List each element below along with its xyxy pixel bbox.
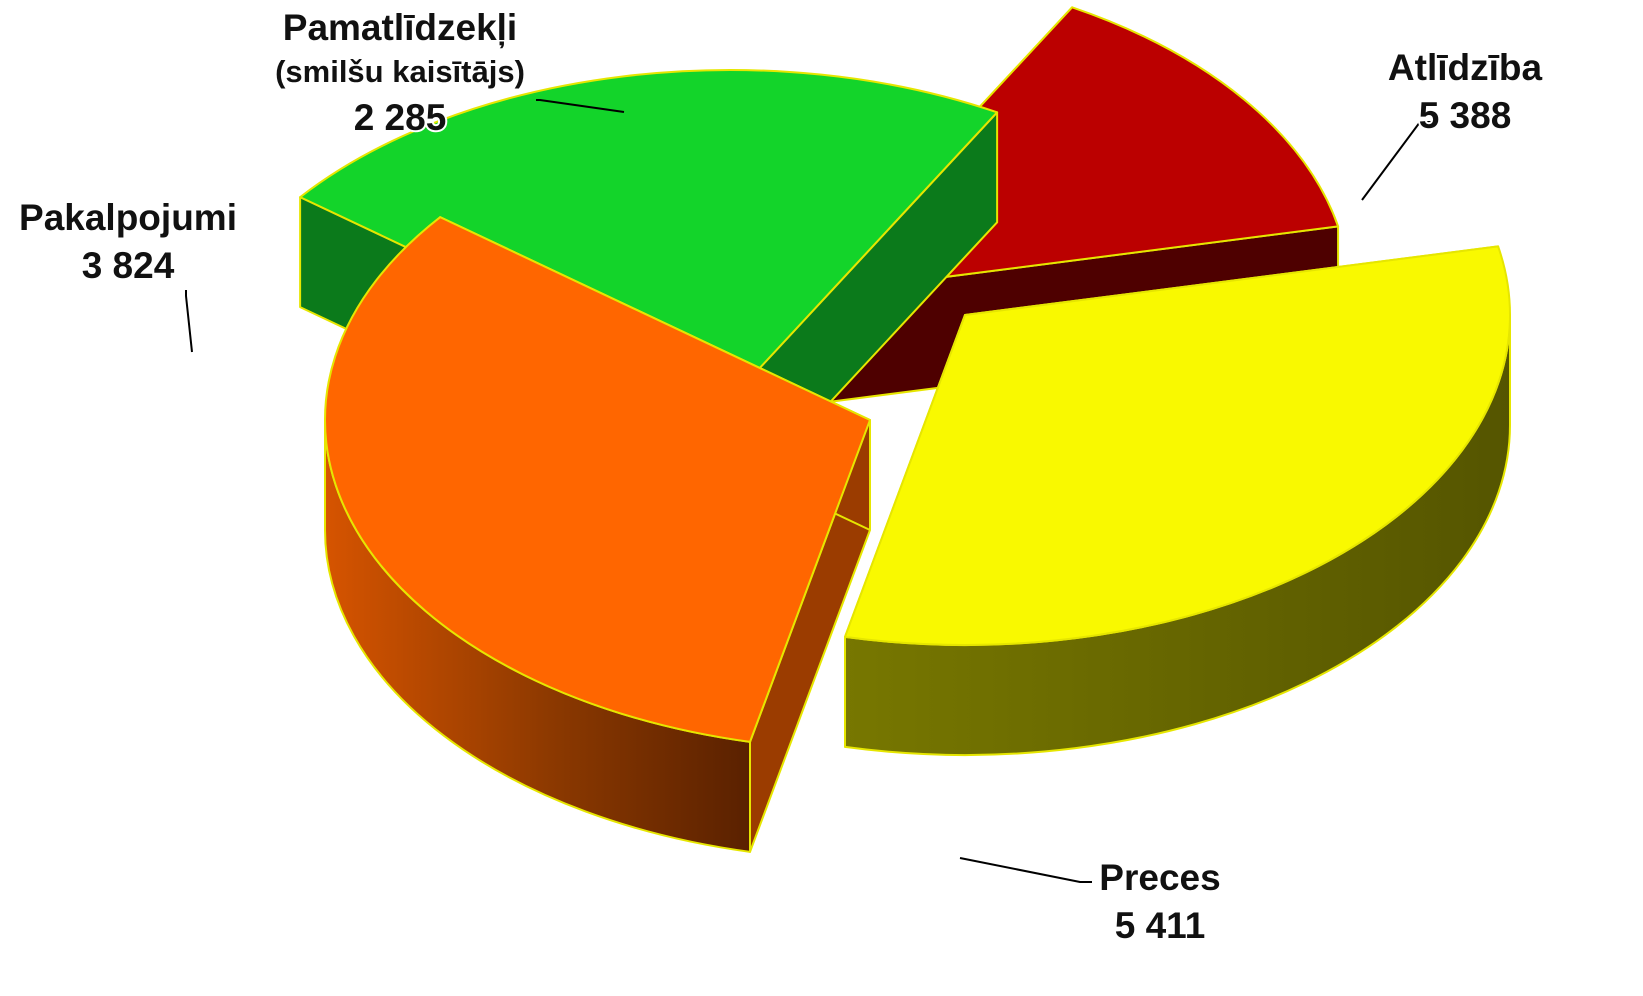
- leader-line-3: [185, 290, 193, 353]
- pie-slice-1: [844, 245, 1511, 756]
- data-label-4: Pamatlīdzekļi (smilšu kaisītājs) 2 285: [275, 7, 525, 138]
- leader-line-1: [1361, 121, 1432, 201]
- data-labels: Atlīdzība 5 388 Preces 5 411 Pakalpojumi 3 82…: [17, 5, 1544, 948]
- slice-value-label: 2 285: [354, 97, 447, 138]
- leader-lines: [185, 99, 1432, 883]
- pie-slice-2: [324, 216, 871, 853]
- pie-slice-top: [844, 245, 1511, 646]
- data-label-1: Atlīdzība 5 388: [1388, 47, 1543, 136]
- slice-value-label: 3 824: [82, 245, 175, 286]
- leader-line-2: [959, 857, 1092, 883]
- slice-name-line: Preces: [1099, 857, 1220, 898]
- data-label-3: Pakalpojumi 3 824: [19, 197, 237, 286]
- slice-value-label: 5 411: [1115, 905, 1206, 946]
- data-label-2: Preces 5 411: [1099, 857, 1220, 946]
- slice-name-line: (smilšu kaisītājs): [275, 54, 525, 89]
- slice-name-line: Pakalpojumi: [19, 197, 237, 238]
- slices-layer: [299, 6, 1511, 853]
- slice-name-line: Pamatlīdzekļi: [283, 7, 517, 49]
- slice-name-line: Atlīdzība: [1388, 47, 1543, 88]
- pie-slice-top: [299, 69, 999, 401]
- slice-value-label: 5 388: [1419, 95, 1512, 136]
- leader-line-4: [536, 99, 625, 113]
- pie-slice-top: [324, 216, 871, 743]
